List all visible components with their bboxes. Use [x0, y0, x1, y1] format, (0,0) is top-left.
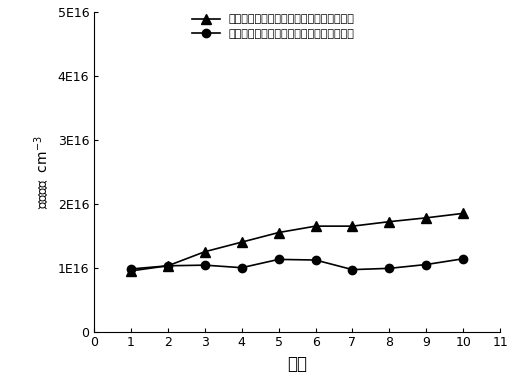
优化工艺前相同工艺条件下每炉次外延浓度: [423, 215, 430, 220]
Line: 优化工艺后相同工艺条件下每炉次外延浓度: 优化工艺后相同工艺条件下每炉次外延浓度: [127, 255, 468, 274]
Line: 优化工艺前相同工艺条件下每炉次外延浓度: 优化工艺前相同工艺条件下每炉次外延浓度: [126, 209, 468, 276]
优化工艺后相同工艺条件下每炉次外延浓度: [165, 263, 171, 268]
X-axis label: 炉次: 炉次: [287, 355, 307, 373]
优化工艺后相同工艺条件下每炉次外延浓度: [386, 266, 392, 271]
优化工艺后相同工艺条件下每炉次外延浓度: [202, 263, 208, 268]
优化工艺前相同工艺条件下每炉次外延浓度: [386, 219, 392, 224]
优化工艺前相同工艺条件下每炉次外延浓度: [276, 230, 282, 235]
优化工艺后相同工艺条件下每炉次外延浓度: [423, 262, 430, 267]
优化工艺前相同工艺条件下每炉次外延浓度: [313, 224, 319, 228]
优化工艺前相同工艺条件下每炉次外延浓度: [238, 240, 245, 244]
优化工艺后相同工艺条件下每炉次外延浓度: [349, 268, 355, 272]
Legend: 优化工艺前相同工艺条件下每炉次外延浓度, 优化工艺后相同工艺条件下每炉次外延浓度: 优化工艺前相同工艺条件下每炉次外延浓度, 优化工艺后相同工艺条件下每炉次外延浓度: [189, 11, 358, 42]
优化工艺后相同工艺条件下每炉次外延浓度: [313, 258, 319, 262]
优化工艺前相同工艺条件下每炉次外延浓度: [349, 224, 355, 228]
优化工艺前相同工艺条件下每炉次外延浓度: [165, 263, 171, 268]
优化工艺后相同工艺条件下每炉次外延浓度: [128, 267, 134, 271]
优化工艺前相同工艺条件下每炉次外延浓度: [460, 211, 467, 215]
Y-axis label: 掺杂浓度  cm$^{-3}$: 掺杂浓度 cm$^{-3}$: [32, 135, 52, 209]
优化工艺前相同工艺条件下每炉次外延浓度: [202, 249, 208, 254]
优化工艺后相同工艺条件下每炉次外延浓度: [276, 257, 282, 262]
优化工艺后相同工艺条件下每炉次外延浓度: [238, 265, 245, 270]
优化工艺前相同工艺条件下每炉次外延浓度: [128, 269, 134, 273]
优化工艺后相同工艺条件下每炉次外延浓度: [460, 256, 467, 261]
